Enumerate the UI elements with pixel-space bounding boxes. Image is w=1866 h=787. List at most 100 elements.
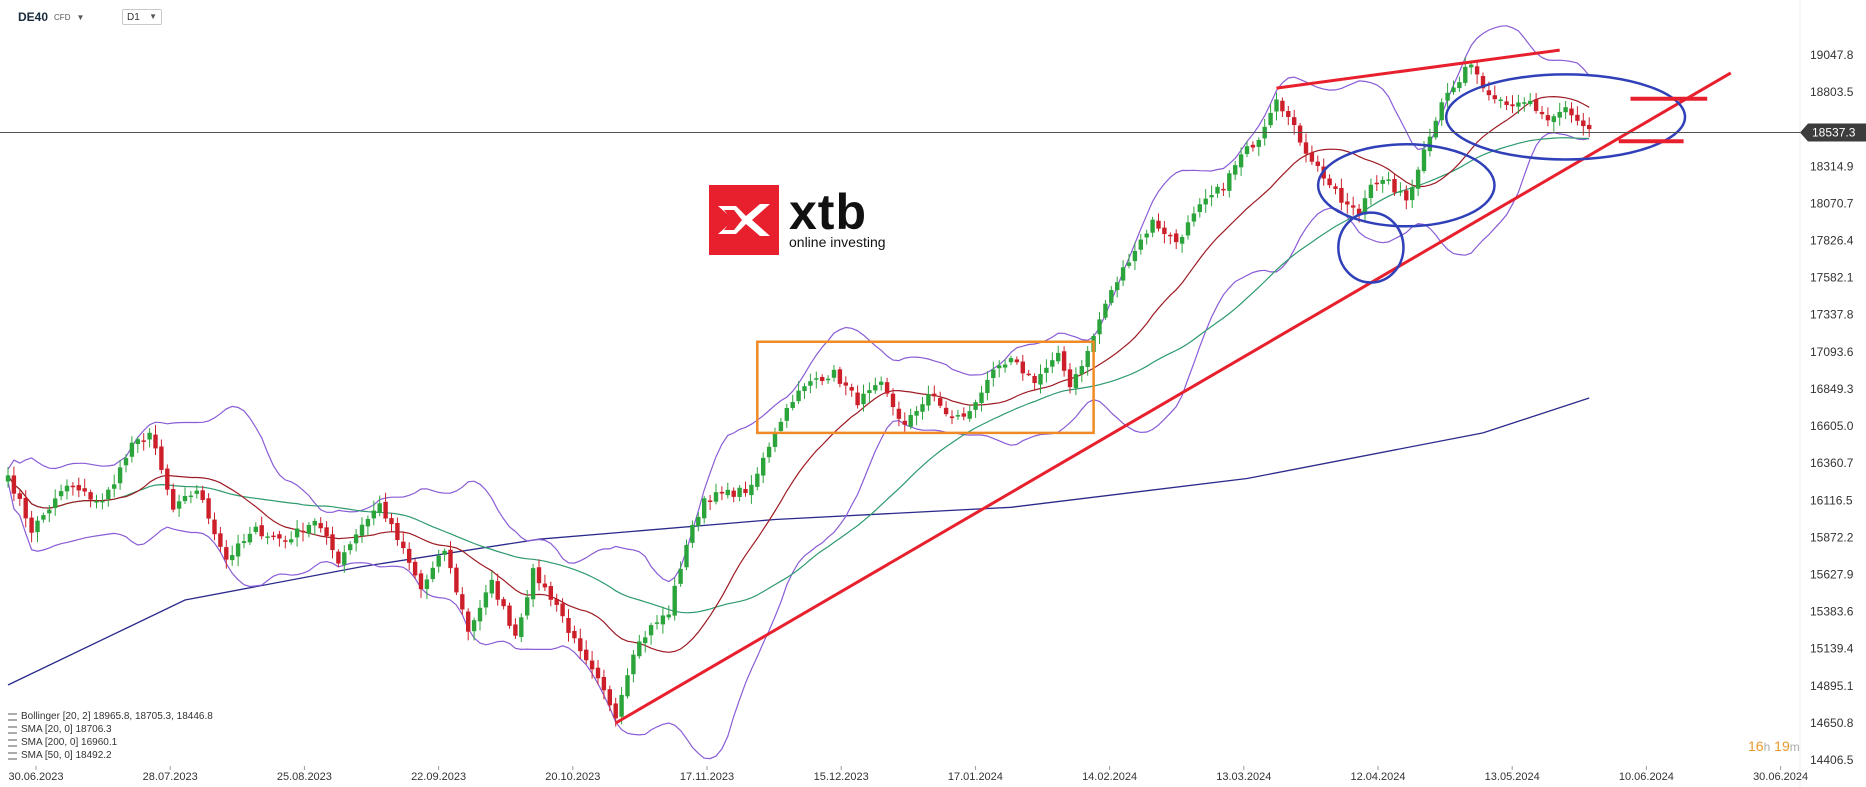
candle-body — [1345, 201, 1350, 205]
candle-body — [1244, 146, 1250, 155]
candle-body — [755, 473, 760, 487]
candle-body — [1410, 187, 1415, 201]
candle-body — [1333, 186, 1338, 189]
x-tick-label: 30.06.2023 — [8, 771, 63, 783]
chevron-down-icon[interactable]: ▼ — [149, 12, 157, 21]
y-tick-label: 15627.9 — [1810, 567, 1854, 581]
candle-body — [707, 500, 713, 502]
candle-body — [1528, 100, 1533, 105]
candle-body — [560, 603, 565, 617]
candle-body — [613, 703, 618, 719]
candle-body — [1398, 191, 1403, 193]
candle-body — [1014, 359, 1020, 363]
candle-body — [1280, 100, 1285, 112]
x-tick-label: 10.06.2024 — [1619, 771, 1674, 783]
candle-body — [1002, 364, 1008, 368]
candle-body — [1227, 173, 1232, 191]
candle-body — [1533, 99, 1539, 111]
candle-body — [1238, 154, 1244, 168]
candle-body — [1581, 120, 1586, 127]
candle-body — [1126, 262, 1132, 266]
y-tick-label: 15872.2 — [1810, 530, 1854, 544]
candle-body — [235, 543, 241, 557]
x-tick-label: 13.05.2024 — [1485, 771, 1540, 783]
candle-body — [1351, 205, 1356, 208]
candle-body — [719, 491, 725, 494]
candle-body — [1286, 111, 1291, 117]
candle-body — [1569, 108, 1574, 116]
candle-body — [1185, 222, 1191, 236]
candle-body — [849, 387, 854, 391]
candle-body — [70, 485, 76, 488]
candle-body — [890, 393, 896, 408]
candle-body — [277, 534, 282, 539]
y-tick-label: 18070.7 — [1810, 196, 1854, 210]
candle-body — [194, 490, 199, 494]
candle-body — [1510, 104, 1515, 107]
x-tick-label: 25.08.2023 — [277, 771, 332, 783]
legend-item[interactable]: SMA [50, 0] 18492.2 — [8, 749, 213, 762]
candle-body — [1256, 140, 1261, 147]
legend-item[interactable]: SMA [20, 0] 18706.3 — [8, 723, 213, 736]
candle-body — [11, 475, 17, 494]
candle-body — [1404, 190, 1409, 201]
candle-body — [1297, 125, 1303, 143]
candle-body — [949, 416, 955, 419]
candle-body — [153, 434, 158, 449]
candle-body — [1486, 90, 1492, 96]
candle-body — [1421, 149, 1427, 172]
legend-item[interactable]: SMA [200, 0] 16960.1 — [8, 736, 213, 749]
candle-body — [737, 487, 742, 497]
chevron-down-icon[interactable]: ▼ — [76, 12, 85, 22]
candle-body — [241, 541, 247, 544]
candle-body — [1274, 99, 1279, 112]
candle-body — [401, 541, 406, 549]
candle-body — [702, 498, 707, 519]
candle-body — [188, 495, 194, 498]
candle-body — [566, 618, 571, 633]
candle-body — [731, 490, 736, 497]
candle-body — [955, 415, 961, 417]
symbol-name: DE40 — [18, 10, 49, 24]
candle-body — [123, 458, 129, 466]
candle-body — [696, 516, 701, 527]
candle-body — [1303, 142, 1309, 154]
candle-body — [932, 393, 937, 397]
candle-body — [82, 488, 87, 492]
candle-body — [1162, 227, 1167, 235]
candle-body — [424, 579, 430, 589]
candle-body — [289, 539, 294, 543]
candle-body — [920, 404, 925, 412]
candle-body — [1233, 165, 1238, 175]
candle-body — [159, 446, 164, 470]
candle-body — [643, 637, 648, 644]
current-price-label: 18537.3 — [1812, 126, 1856, 140]
timeframe-select[interactable]: D1 ▼ — [122, 9, 162, 25]
candle-body — [466, 611, 471, 632]
candle-body — [1061, 351, 1067, 371]
candle-body — [648, 625, 654, 636]
candle-body — [1067, 369, 1073, 388]
candle-body — [395, 522, 400, 540]
support-trendline — [614, 71, 1732, 725]
x-tick-label: 30.06.2024 — [1753, 771, 1808, 783]
candle-body — [1474, 66, 1480, 75]
candle-body — [1457, 82, 1462, 89]
candle-body — [489, 579, 494, 594]
symbol-selector[interactable]: DE40 CFD ▼ — [18, 10, 84, 24]
candle-body — [1073, 374, 1079, 388]
candle-body — [595, 667, 601, 679]
candle-body — [584, 649, 589, 661]
candle-body — [690, 524, 695, 543]
candle-body — [5, 475, 11, 482]
legend-item[interactable]: Bollinger [20, 2] 18965.8, 18705.3, 1844… — [8, 710, 213, 723]
candle-body — [1469, 64, 1474, 68]
candle-body — [725, 489, 730, 496]
candle-body — [430, 567, 435, 580]
candle-body — [1498, 99, 1503, 102]
candle-body — [572, 630, 577, 639]
candle-body — [1427, 136, 1433, 152]
candle-body — [589, 660, 595, 670]
candle-body — [749, 484, 754, 496]
candle-body — [1439, 102, 1444, 121]
